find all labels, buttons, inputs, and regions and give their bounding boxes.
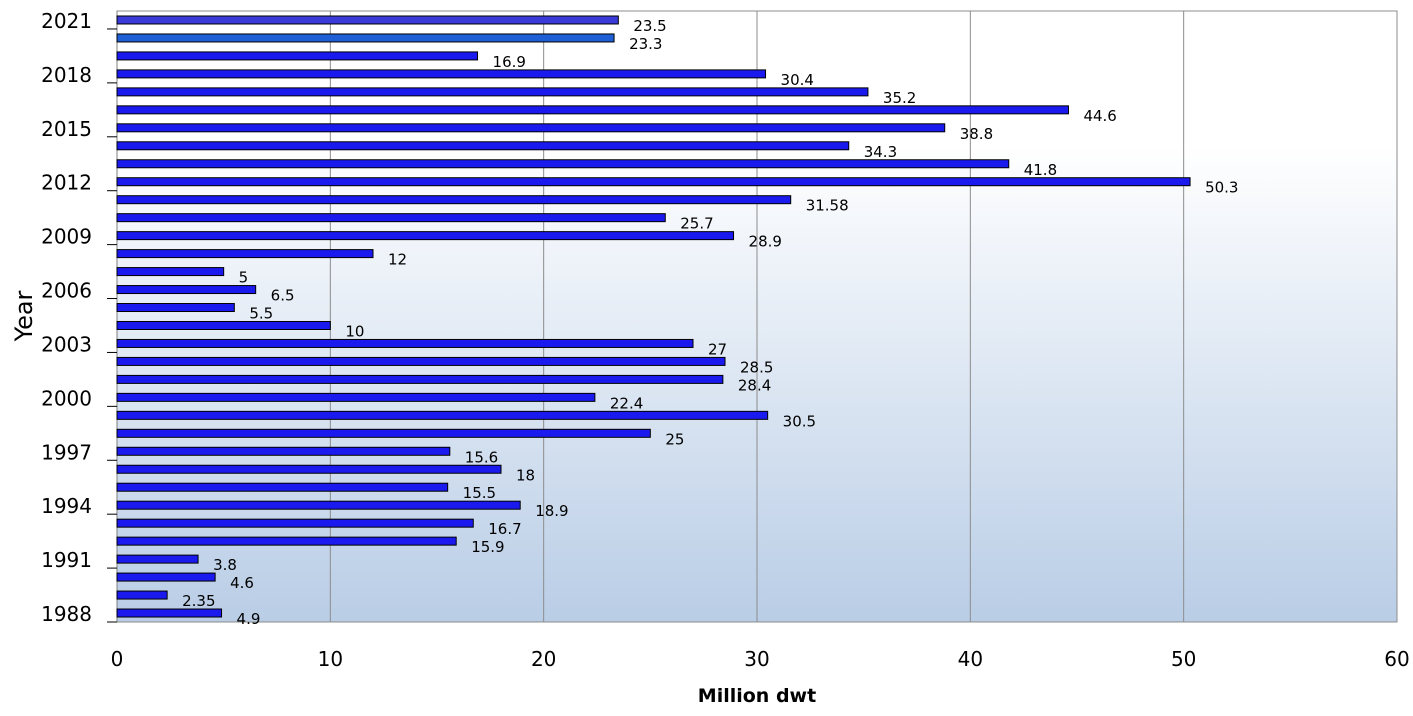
x-tick-label: 50 (1171, 647, 1196, 671)
data-label-2005: 5.5 (249, 305, 273, 323)
y-axis-title: Year (10, 290, 38, 342)
x-tick-label: 60 (1384, 647, 1409, 671)
bar-2018 (116, 69, 767, 79)
data-label-1989: 2.35 (182, 592, 215, 610)
y-tick-label: 1991 (41, 548, 92, 572)
bar-2003 (116, 338, 694, 348)
data-label-2013: 41.8 (1024, 161, 1057, 179)
data-label-1994: 18.9 (535, 502, 568, 520)
y-tick-label: 2003 (41, 332, 92, 356)
data-labels: 23.523.3 16.9 30.4 35.2 44.6 38.8 34.3 41.8 50.3… (182, 17, 1238, 628)
x-tick-label: 0 (111, 647, 124, 671)
bar-2014 (116, 141, 850, 151)
data-label-1990: 4.6 (230, 574, 254, 592)
bar-1988 (116, 608, 223, 618)
bar-2006 (116, 285, 257, 295)
bar-2013 (116, 159, 1010, 169)
data-label-2007: 5 (239, 269, 249, 287)
bar-2016 (116, 105, 1069, 115)
x-tick-label: 40 (958, 647, 983, 671)
bar-2004 (116, 320, 331, 330)
bar-2017 (116, 87, 869, 97)
bar-1994 (116, 500, 521, 510)
y-tick-label: 1994 (41, 494, 92, 518)
bar-1995 (116, 482, 449, 492)
bar-1999 (116, 410, 769, 420)
x-tick-label: 20 (531, 647, 556, 671)
x-axis-title: Million dwt (698, 685, 816, 707)
bar-1991 (116, 554, 199, 564)
data-label-1996: 18 (516, 466, 535, 484)
y-tick-label: 2012 (41, 171, 92, 195)
data-label-2009: 28.9 (749, 233, 782, 251)
data-label-2018: 30.4 (781, 71, 814, 89)
y-tick-label: 2018 (41, 63, 92, 87)
bar-2005 (116, 303, 235, 313)
data-label-1997: 15.6 (465, 448, 498, 466)
bar-1996 (116, 464, 502, 474)
y-tick-label: 2009 (41, 225, 92, 249)
data-label-2002: 28.5 (740, 358, 773, 376)
data-label-2010: 25.7 (680, 215, 713, 233)
data-label-2001: 28.4 (738, 376, 771, 394)
bar-2008 (116, 249, 374, 259)
x-tick-labels: 0 10 20 30 40 50 60 (111, 647, 1410, 671)
data-label-2004: 10 (345, 322, 364, 340)
data-label-2011: 31.58 (806, 197, 849, 215)
y-tick-label: 2015 (41, 117, 92, 141)
bar-1993 (116, 518, 474, 528)
data-label-2000: 22.4 (610, 394, 643, 412)
bars (116, 15, 1191, 618)
bar-2009 (116, 231, 735, 241)
bar-2019 (116, 51, 479, 61)
y-tick-label: 1997 (41, 440, 92, 464)
data-label-2003: 27 (708, 340, 727, 358)
bar-2001 (116, 374, 724, 384)
data-label-1988: 4.9 (237, 610, 261, 628)
bar-1998 (116, 428, 651, 438)
bar-2000 (116, 392, 596, 402)
data-label-2012: 50.3 (1205, 179, 1238, 197)
data-label-1993: 16.7 (488, 520, 521, 538)
bar-2012 (116, 177, 1191, 187)
data-label-1998: 25 (665, 430, 684, 448)
bar-2011 (116, 195, 792, 205)
y-tick-label: 2006 (41, 279, 92, 303)
data-label-2014: 34.3 (864, 143, 897, 161)
data-label-2019: 16.9 (493, 53, 526, 71)
y-tick-label: 2021 (41, 9, 92, 33)
bar-1989 (116, 590, 168, 600)
x-tick-label: 30 (744, 647, 769, 671)
data-label-2006: 6.5 (271, 287, 295, 305)
data-label-1991: 3.8 (213, 556, 237, 574)
bar-2021 (116, 15, 619, 25)
x-tick-label: 10 (318, 647, 343, 671)
bar-2015 (116, 123, 946, 133)
data-label-2015: 38.8 (960, 125, 993, 143)
bar-1992 (116, 536, 457, 546)
data-label-2021: 23.5 (633, 17, 666, 35)
bar-1997 (116, 446, 451, 456)
data-label-1999: 30.5 (783, 412, 816, 430)
bar-2002 (116, 356, 726, 366)
bar-2007 (116, 267, 225, 277)
bar-2010 (116, 213, 666, 223)
bar-2020 (116, 33, 615, 43)
y-tick-label: 2000 (41, 386, 92, 410)
data-label-1992: 15.9 (471, 538, 504, 556)
bar-1990 (116, 572, 216, 582)
data-label-2008: 12 (388, 251, 407, 269)
y-tick-labels: 2021 2018 2015 2012 2009 2006 2003 2000 1997 1994… (41, 9, 117, 626)
data-label-2016: 44.6 (1083, 107, 1116, 125)
data-label-2020: 23.3 (629, 35, 662, 53)
y-tick-label: 1988 (41, 602, 92, 626)
data-label-2017: 35.2 (883, 89, 916, 107)
data-label-1995: 15.5 (463, 484, 496, 502)
